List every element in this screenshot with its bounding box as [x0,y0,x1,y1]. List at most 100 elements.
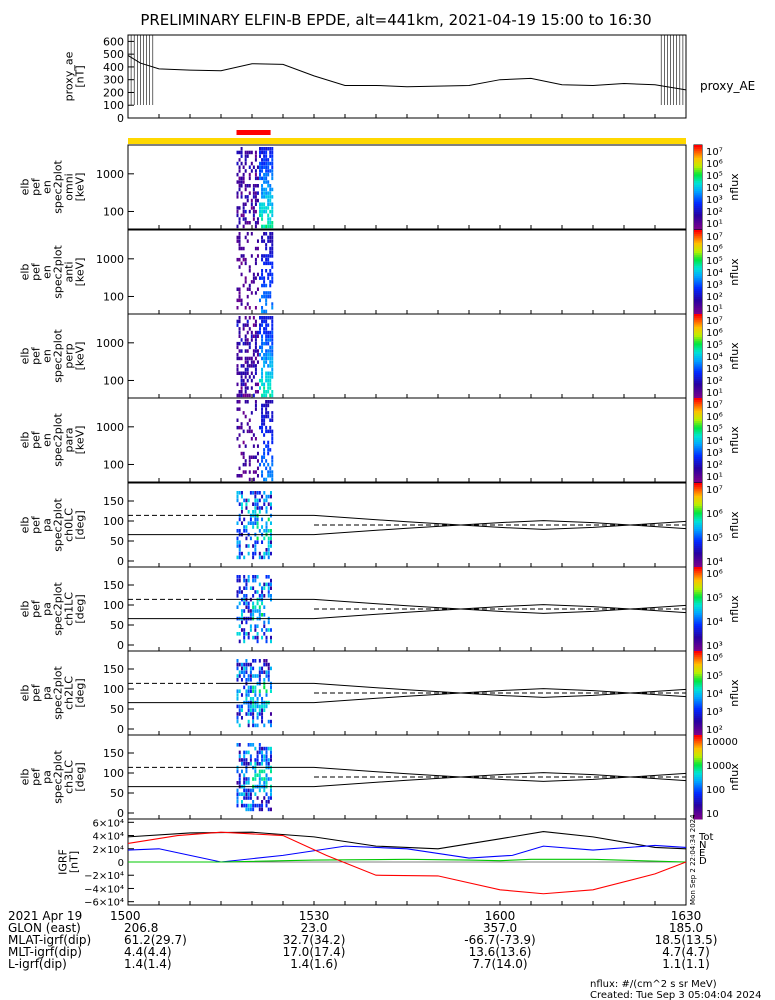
pa-ylabel: pef [30,515,43,534]
pa-cell [238,792,241,796]
spec-cell [267,254,270,258]
spec-cell [271,306,274,310]
spec-cell [261,184,264,188]
pa-colorbar-tick-label: 10⁶ [706,509,723,520]
spec-colorbar-swatch [694,383,702,386]
pa-cell [258,803,261,808]
igrf-ytick-label: 2×10⁴ [93,845,124,856]
spec-cell [246,338,249,342]
pa-cell [267,502,270,506]
spec-cell [236,206,239,210]
spec-cell [254,276,257,280]
orbit-row-label: L-igrf(dip) [8,957,67,971]
pa-cell [243,670,246,674]
spec-colorbar-swatch [694,176,702,180]
pa-cell [238,624,241,628]
spec-cell [246,356,249,361]
igrf-ytick-label: −6×10⁴ [84,898,124,909]
spec-colorbar-tick-label: 10¹ [706,304,723,315]
spec-cell [259,316,262,320]
spec-colorbar-swatch [694,263,702,267]
pa-colorbar-swatch [694,735,702,738]
pa-colorbar-swatch [694,743,702,746]
spec-cell [267,217,270,221]
spec-colorbar-swatch [694,389,702,393]
pa-cell [249,796,252,800]
pa-cell [265,551,268,556]
pa-cell [240,666,243,671]
proxy-ae-ytick-label: 200 [103,86,124,99]
pa-cell [265,506,268,510]
spec-cell [263,187,266,192]
spec-colorbar-swatch [694,450,702,454]
pa-cell [245,586,248,590]
pa-cell [236,494,239,499]
spec-cell [265,316,268,320]
spec-cell [248,462,251,467]
spec-cell [252,217,255,221]
spec-cells-perp [236,316,274,398]
spec-cell [254,319,257,324]
pa-cell [267,666,270,671]
spec-cell [263,462,266,467]
spec-cell [256,221,259,225]
pa-colorbar-swatch [694,800,702,803]
pa-cell [243,575,246,579]
pa-ylabel: pa [41,686,54,700]
spec-cell [242,209,245,214]
spec-cell [261,217,264,221]
pa-cell [240,551,243,556]
pa-cell [263,632,266,636]
pa-cell [240,704,243,709]
spec-cell [254,176,257,181]
spec-cell [252,280,255,284]
pa-cell [238,502,241,506]
pa-cell [247,796,250,800]
pa-cell [265,575,268,579]
spec-colorbar-tick-label: 10⁴ [706,183,723,194]
spec-cell [265,261,268,266]
spec-cell [261,349,264,353]
spec-cell [238,330,241,335]
spec-cell [238,150,241,155]
spec-cell [246,198,249,203]
spec-cell [246,400,249,404]
spec-cell [246,330,249,335]
pa-colorbar-swatch [694,655,702,658]
pa-ylabel: pa [41,770,54,784]
spec-cell [269,250,272,254]
spec-cell [238,217,241,221]
proxy-ae-ytick-label: 100 [103,99,124,112]
pa-cell [258,777,261,781]
pa-cell [243,754,246,758]
pa-cell [238,708,241,712]
pa-cell [243,781,246,785]
pa-colorbar-swatch [694,548,702,551]
spec-cell [238,239,241,243]
pa-colorbar-label: nflux [728,595,741,623]
pa-cell [249,521,252,525]
pa-colorbar-swatch [694,726,702,730]
spec-cell [244,257,247,262]
pa-cell [258,762,261,766]
pa-colorbar-swatch [694,787,702,791]
pa-colorbar-swatch [694,793,702,797]
spec-cell [248,172,251,177]
pa-cell [263,788,266,793]
pa-cell [245,803,248,808]
pa-cell [263,708,266,712]
spec-cell [254,209,257,214]
spec-cell [244,195,247,199]
spec-cell [238,341,241,346]
spec-cell [244,161,247,166]
spec-cell [254,169,257,173]
spec-cell [242,364,245,368]
pa-cell [243,635,246,640]
pa-cell [236,689,239,693]
spec-colorbar-swatch [694,473,702,477]
spec-cell [259,154,262,158]
spec-cell [263,440,266,445]
pa-cell [267,800,270,804]
pa-colorbar-swatch [694,558,702,562]
spec-colorbar-swatch [694,288,702,292]
